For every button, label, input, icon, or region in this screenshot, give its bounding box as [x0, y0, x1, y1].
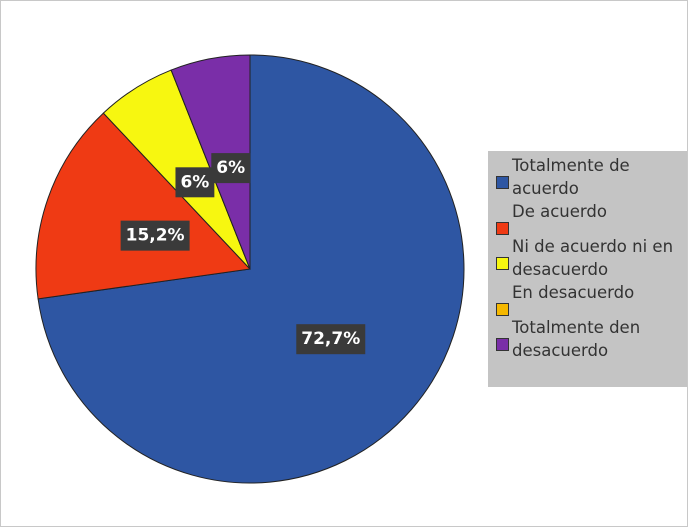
data-label-bg: [175, 167, 215, 198]
data-label-text: 72,7%: [301, 329, 360, 349]
legend-swatch: [496, 222, 509, 235]
legend-item: Totalmente de acuerdo: [492, 154, 685, 200]
pie-slice: [170, 54, 251, 270]
data-label: 72,7%: [296, 324, 366, 355]
data-label: 6%: [175, 167, 215, 198]
legend-label: Totalmente den desacuerdo: [512, 318, 641, 360]
pie-slice: [35, 112, 252, 300]
legend-label: En desacuerdo: [512, 283, 635, 302]
legend-swatch: [496, 257, 509, 270]
data-label-text: 6%: [180, 172, 209, 192]
legend-label: Ni de acuerdo ni en desacuerdo: [512, 237, 674, 279]
legend-item: De acuerdo: [492, 200, 685, 235]
data-label-bg: [296, 324, 366, 355]
legend-item: Totalmente den desacuerdo: [492, 316, 685, 362]
data-label: 6%: [211, 153, 251, 184]
legend-item: En desacuerdo: [492, 281, 685, 316]
pie-slice: [37, 54, 465, 484]
data-label-bg: [211, 153, 251, 184]
legend-swatch: [496, 176, 509, 189]
data-label-text: 6%: [216, 158, 245, 178]
data-label-bg: [120, 220, 190, 251]
legend-label: De acuerdo: [512, 202, 607, 221]
data-label-text: 15,2%: [126, 226, 185, 246]
legend-label: Totalmente de acuerdo: [512, 156, 630, 198]
legend-swatch: [496, 338, 509, 351]
legend: Totalmente de acuerdo De acuerdo Ni de acu…: [488, 151, 687, 387]
data-label: 15,2%: [120, 220, 190, 251]
legend-item: Ni de acuerdo ni en desacuerdo: [492, 235, 685, 281]
legend-swatch: [496, 303, 509, 316]
